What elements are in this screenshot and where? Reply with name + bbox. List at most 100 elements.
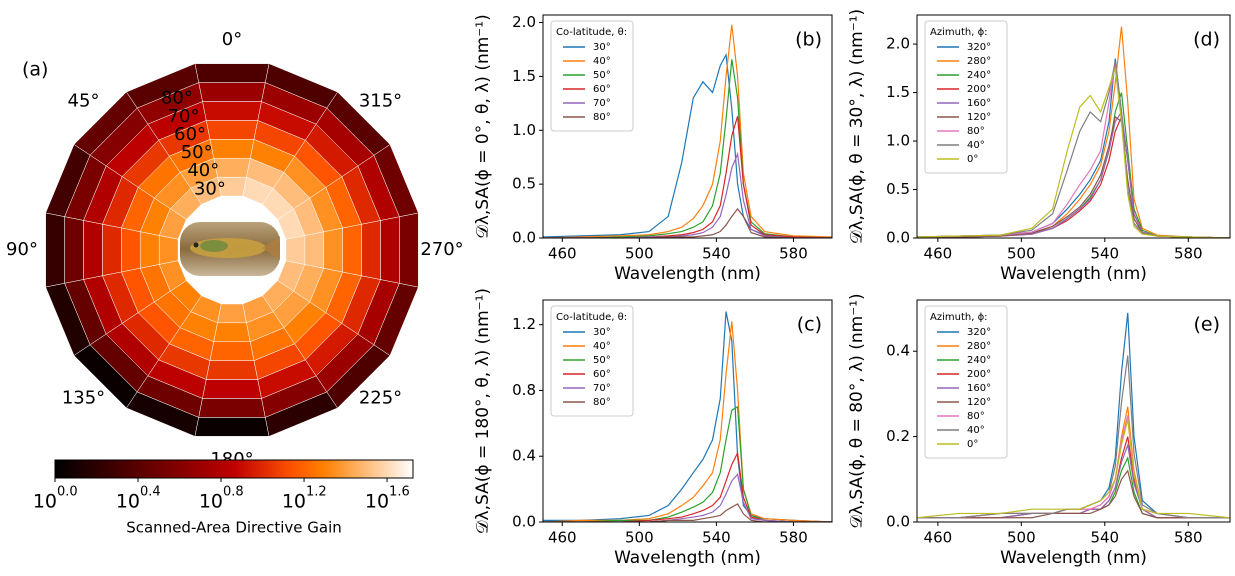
legend-label: 0° bbox=[967, 154, 978, 165]
legend-label: 60° bbox=[593, 369, 611, 380]
panel-label: (d) bbox=[1193, 29, 1220, 51]
legend-label: 40° bbox=[967, 140, 985, 151]
legend-title: Co-latitude, θ: bbox=[556, 27, 627, 38]
x-tick-label: 580 bbox=[1174, 529, 1203, 547]
legend-label: 80° bbox=[593, 397, 611, 408]
panel-label: (b) bbox=[795, 29, 822, 51]
x-axis-label: Wavelength (nm) bbox=[614, 264, 761, 284]
ring-label: 40° bbox=[187, 160, 219, 181]
y-tick-label: 0.2 bbox=[886, 427, 910, 445]
y-axis-label: 𝒟λ,SA(ϕ = 180°, θ, λ) (nm⁻¹) bbox=[473, 288, 493, 534]
heatmap-cell bbox=[64, 216, 84, 284]
heatmap-cell bbox=[304, 231, 325, 269]
plot-frame bbox=[916, 14, 1231, 239]
heatmap-cell bbox=[198, 82, 266, 102]
heatmap-cell bbox=[158, 235, 179, 265]
panel-label: (c) bbox=[797, 314, 822, 336]
legend-label: 240° bbox=[967, 70, 991, 81]
heatmap-cell bbox=[205, 120, 259, 140]
y-tick-label: 0.5 bbox=[512, 175, 536, 193]
heatmap-cell bbox=[342, 223, 362, 277]
angle-label: 315° bbox=[359, 91, 402, 112]
data-line bbox=[917, 68, 1230, 238]
data-line bbox=[917, 61, 1230, 238]
panel-label: (e) bbox=[1193, 314, 1220, 336]
legend-label: 40° bbox=[967, 425, 985, 436]
legend-label: 280° bbox=[967, 56, 991, 67]
heatmap-cell bbox=[194, 417, 270, 437]
data-line bbox=[917, 442, 1230, 519]
y-tick-label: 0.8 bbox=[512, 381, 536, 399]
legend-box bbox=[924, 305, 1008, 459]
x-axis-label: Wavelength (nm) bbox=[614, 548, 761, 568]
heatmap-cell bbox=[399, 212, 419, 288]
data-line bbox=[543, 207, 832, 238]
legend-label: 200° bbox=[967, 84, 991, 95]
data-line bbox=[543, 59, 832, 238]
y-tick-label: 0.4 bbox=[512, 447, 536, 465]
x-tick-label: 540 bbox=[702, 245, 731, 263]
data-line bbox=[543, 116, 832, 238]
y-axis-label: 𝒟λ,SA(ϕ, θ = 80°, λ) (nm⁻¹) bbox=[847, 293, 867, 528]
y-tick-label: 2.0 bbox=[512, 13, 536, 31]
legend-label: 80° bbox=[593, 112, 611, 123]
x-tick-label: 540 bbox=[1090, 245, 1119, 263]
ring-label: 30° bbox=[194, 178, 226, 199]
legend-label: 50° bbox=[593, 355, 611, 366]
heatmap-cell bbox=[380, 216, 400, 284]
colorbar-tick-exponent: 0.8 bbox=[223, 485, 244, 500]
colorbar bbox=[54, 459, 414, 479]
legend-label: 70° bbox=[593, 383, 611, 394]
data-line bbox=[543, 151, 832, 238]
data-line bbox=[543, 503, 832, 522]
x-tick-label: 460 bbox=[924, 245, 953, 263]
ring-label: 60° bbox=[174, 124, 206, 145]
data-line bbox=[543, 321, 832, 522]
legend-label: 320° bbox=[967, 42, 991, 53]
angle-label: 270° bbox=[420, 239, 463, 260]
y-axis-label: 𝒟λ,SA(ϕ, θ = 30°, λ) (nm⁻¹) bbox=[847, 9, 867, 244]
angle-label: 90° bbox=[6, 239, 38, 260]
plot-frame bbox=[542, 14, 833, 239]
legend-label: 30° bbox=[593, 42, 611, 53]
x-tick-label: 460 bbox=[548, 245, 577, 263]
legend-label: 40° bbox=[593, 341, 611, 352]
x-tick-label: 580 bbox=[779, 529, 808, 547]
x-tick-label: 500 bbox=[1007, 245, 1036, 263]
x-tick-label: 500 bbox=[625, 529, 654, 547]
angle-label: 45° bbox=[68, 91, 100, 112]
y-tick-label: 1.0 bbox=[512, 121, 536, 139]
y-tick-label: 1.5 bbox=[886, 83, 910, 101]
data-line bbox=[543, 473, 832, 522]
colorbar-tick-exponent: 0.0 bbox=[57, 485, 78, 500]
angle-label: 0° bbox=[222, 29, 242, 50]
fish-photo bbox=[180, 222, 280, 276]
heatmap-cell bbox=[198, 398, 266, 418]
ring-label: 80° bbox=[161, 88, 193, 109]
y-tick-label: 1.0 bbox=[886, 132, 910, 150]
y-tick-label: 1.2 bbox=[512, 315, 536, 333]
colorbar-tick-label: 10 bbox=[116, 491, 140, 513]
heatmap-cell bbox=[209, 341, 255, 361]
legend-label: 60° bbox=[593, 84, 611, 95]
x-tick-label: 460 bbox=[548, 529, 577, 547]
legend-label: 70° bbox=[593, 98, 611, 109]
heatmap-cell bbox=[202, 379, 262, 399]
colorbar-label: Scanned-Area Directive Gain bbox=[126, 519, 342, 537]
x-tick-label: 580 bbox=[1174, 245, 1203, 263]
colorbar-tick-exponent: 1.2 bbox=[306, 485, 327, 500]
legend-label: 160° bbox=[967, 98, 991, 109]
x-tick-label: 460 bbox=[924, 529, 953, 547]
plot-frame bbox=[542, 299, 833, 523]
legend-title: Co-latitude, θ: bbox=[556, 312, 627, 323]
colorbar-tick-label: 10 bbox=[365, 491, 389, 513]
heatmap-cell bbox=[361, 220, 381, 280]
heatmap-cell bbox=[213, 322, 251, 343]
colorbar-tick-exponent: 1.6 bbox=[389, 485, 410, 500]
y-tick-label: 0.0 bbox=[886, 229, 910, 247]
legend-title: Azimuth, ϕ: bbox=[930, 27, 988, 38]
angle-label: 225° bbox=[359, 387, 402, 408]
y-tick-label: 2.0 bbox=[886, 35, 910, 53]
x-tick-label: 540 bbox=[702, 529, 731, 547]
